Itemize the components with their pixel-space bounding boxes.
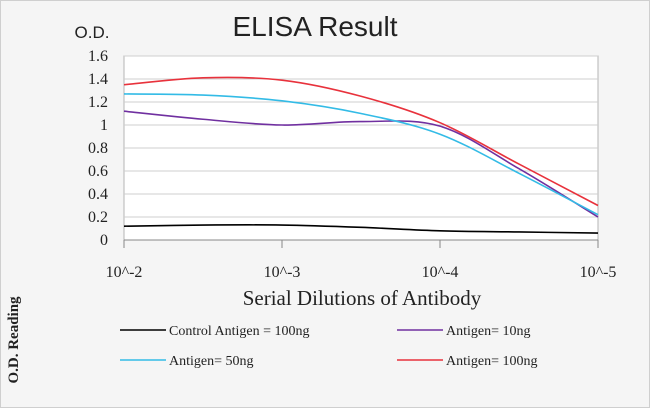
y-axis-label-top: O.D.	[75, 23, 110, 42]
y-tick-label: 0.8	[88, 140, 108, 157]
y-axis-label-side: O.D. Reading	[6, 296, 22, 384]
legend-label: Control Antigen = 100ng	[169, 324, 310, 339]
series-line	[123, 224, 599, 234]
y-tick-label: 0.2	[88, 209, 108, 226]
y-tick-label: 1.2	[88, 94, 108, 111]
series-line	[123, 93, 599, 216]
y-tick-label: 1.6	[88, 48, 108, 65]
x-tick-label: 10^-5	[580, 264, 617, 281]
x-axis-label: Serial Dilutions of Antibody	[243, 286, 482, 310]
legend-label: Antigen= 50ng	[169, 354, 254, 369]
y-tick-label: 1.4	[88, 71, 108, 88]
legend-label: Antigen= 10ng	[446, 324, 531, 339]
legend-label: Antigen= 100ng	[446, 354, 538, 369]
x-tick-label: 10^-4	[422, 264, 459, 281]
x-tick-label: 10^-2	[106, 264, 143, 281]
y-tick-label: 1	[100, 117, 108, 134]
series-line	[123, 76, 599, 207]
chart-title: ELISA Result	[233, 11, 398, 42]
series-line	[123, 110, 599, 218]
y-tick-label: 0.6	[88, 163, 108, 180]
x-tick-label: 10^-3	[264, 264, 301, 281]
plot-area: 0 0.2 0.4 0.6 0.8 1 1.2 1.4 1.6 10^-2 10^-3 10^-4 10…	[88, 48, 616, 281]
y-tick-label: 0.4	[88, 186, 108, 203]
y-tick-label: 0	[100, 232, 108, 249]
legend: Control Antigen = 100ng Antigen= 10ng Anti…	[120, 324, 538, 369]
